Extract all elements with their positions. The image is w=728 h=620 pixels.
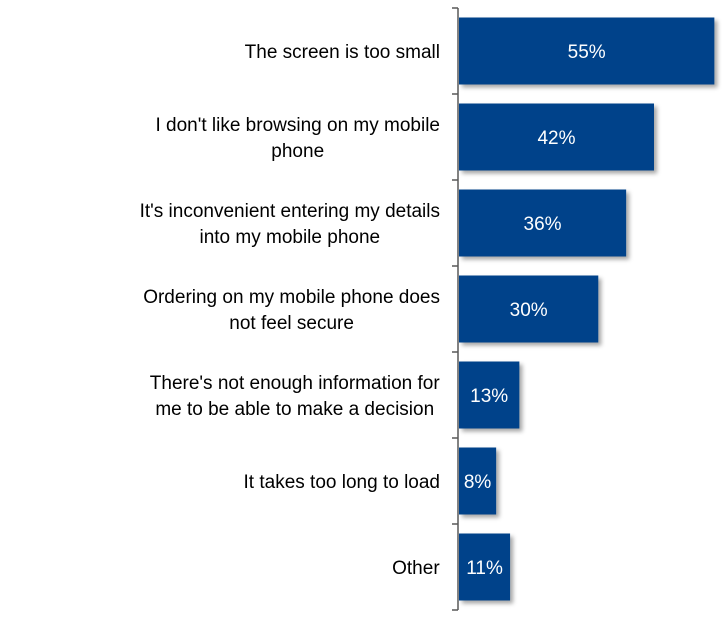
category-label-line: into my mobile phone xyxy=(199,227,380,248)
category-label-line: phone xyxy=(271,141,324,162)
y-axis xyxy=(452,7,459,611)
category-label: It takes too long to load xyxy=(244,472,440,493)
category-label-line: I don't like browsing on my mobile xyxy=(155,115,440,136)
category-label: Other xyxy=(392,558,440,579)
data-label: 30% xyxy=(510,300,548,321)
bar xyxy=(459,103,654,171)
data-label: 11% xyxy=(466,558,503,579)
bar xyxy=(459,189,627,257)
data-label: 8% xyxy=(464,472,492,493)
category-label-line: It's inconvenient entering my details xyxy=(140,201,440,222)
bar xyxy=(459,533,511,601)
bar xyxy=(459,361,520,429)
bar xyxy=(459,275,599,343)
bar xyxy=(459,447,497,515)
category-label-line: Ordering on my mobile phone does xyxy=(143,287,440,308)
category-label: The screen is too small xyxy=(245,42,440,63)
category-label-line: There's not enough information for xyxy=(150,373,441,394)
category-label-line: not feel secure xyxy=(229,313,354,334)
category-label: It's inconvenient entering my details int… xyxy=(140,201,440,248)
category-labels: The screen is too small I don't like brow… xyxy=(140,42,441,579)
data-label: 55% xyxy=(568,42,606,63)
bars-layer: 55% 42% 36% 30% 13% 8% 11% xyxy=(459,17,715,601)
category-label-line: It takes too long to load xyxy=(244,472,440,493)
bar xyxy=(459,17,715,85)
data-label: 13% xyxy=(470,386,508,407)
category-label-line: Other xyxy=(392,558,440,579)
category-label-line: The screen is too small xyxy=(245,42,440,63)
category-label-line: me to be able to make a decision xyxy=(155,399,434,420)
data-label: 36% xyxy=(524,214,562,235)
category-label: There's not enough information for me to … xyxy=(150,373,441,420)
category-label: Ordering on my mobile phone does not feel… xyxy=(143,287,440,334)
category-label: I don't like browsing on my mobile phone xyxy=(155,115,440,162)
data-label: 42% xyxy=(537,128,575,149)
